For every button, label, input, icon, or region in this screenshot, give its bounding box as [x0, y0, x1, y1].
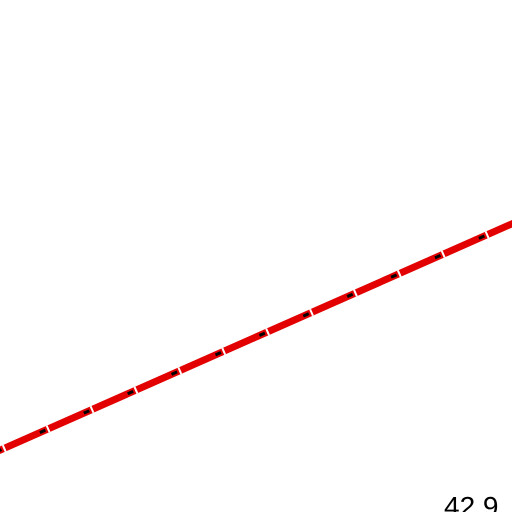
contour-label: 42.9 [444, 491, 499, 512]
route-line-casing [0, 219, 512, 455]
